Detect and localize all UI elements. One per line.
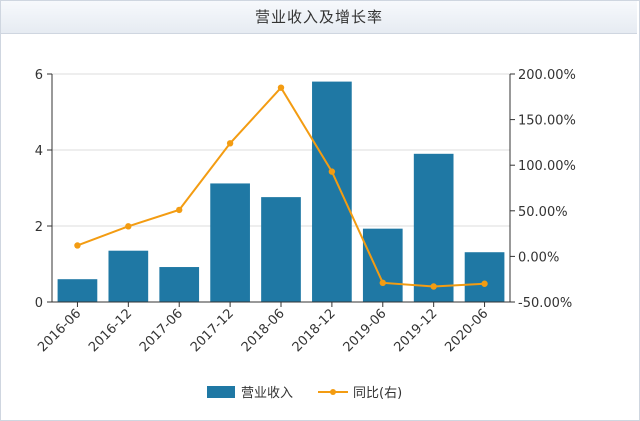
x-tick-label-2020-06: 2020-06: [442, 306, 491, 355]
left-axis-ticks: 0 2 4 6: [35, 68, 52, 311]
bar-2016-12: [108, 250, 149, 302]
bar-2018-06: [261, 197, 301, 302]
bar-2019-12: [413, 153, 454, 302]
right-tick-label-2: 50.00%: [518, 205, 568, 220]
bar-2019-06: [362, 228, 403, 302]
growth-point-2018-06: [277, 84, 285, 91]
x-tick-label-2016-12: 2016-12: [86, 306, 135, 355]
growth-point-2019-12: [430, 283, 437, 290]
bar-2017-06: [159, 267, 200, 302]
right-axis-ticks: -50.00% 0.00% 50.00% 100.00% 150.00% 200.00%: [510, 68, 576, 311]
line-series: [74, 84, 488, 290]
x-tick-label-2019-12: 2019-12: [391, 306, 440, 355]
x-tick-label-2018-06: 2018-06: [239, 306, 288, 355]
legend-bar-label: 营业收入: [241, 386, 293, 401]
legend-bar-swatch: [207, 386, 235, 398]
growth-point-2017-12: [226, 140, 234, 147]
chart-title: 营业收入及增长率: [1, 1, 637, 34]
x-tick-label-2018-12: 2018-12: [290, 306, 339, 355]
right-tick-label-3: 100.00%: [518, 159, 576, 174]
growth-point-2020-06: [481, 280, 488, 287]
x-tick-label-2017-06: 2017-06: [137, 306, 186, 355]
x-tick-label-2019-06: 2019-06: [341, 306, 390, 355]
left-tick-label-0: 0: [35, 296, 43, 311]
right-tick-label-0: -50.00%: [518, 296, 572, 311]
bar-series: [57, 81, 505, 302]
x-tick-label-2017-12: 2017-12: [188, 306, 237, 355]
bar-2017-12: [210, 183, 250, 302]
growth-point-2017-06: [176, 206, 183, 214]
x-axis-ticks: 2016-06 2016-12 2017-06 2017-12 2018-06 2018-…: [35, 302, 491, 355]
legend: 营业收入 同比(右): [207, 386, 402, 401]
bar-2016-06: [57, 279, 98, 302]
legend-line-marker: [330, 389, 336, 395]
right-tick-label-1: 0.00%: [518, 250, 559, 265]
bar-2018-12: [312, 81, 352, 302]
left-tick-label-2: 4: [35, 144, 43, 159]
left-tick-label-3: 6: [35, 68, 43, 83]
right-tick-label-5: 200.00%: [518, 68, 576, 83]
x-tick-label-2016-06: 2016-06: [35, 306, 84, 355]
bar-2020-06: [464, 252, 505, 302]
growth-point-2016-12: [125, 223, 132, 230]
growth-point-2019-06: [379, 279, 386, 287]
right-tick-label-4: 150.00%: [518, 114, 576, 129]
left-tick-label-1: 2: [35, 220, 43, 235]
growth-point-2018-12: [328, 168, 336, 175]
legend-line-label: 同比(右): [353, 386, 402, 401]
growth-point-2016-06: [74, 242, 81, 249]
